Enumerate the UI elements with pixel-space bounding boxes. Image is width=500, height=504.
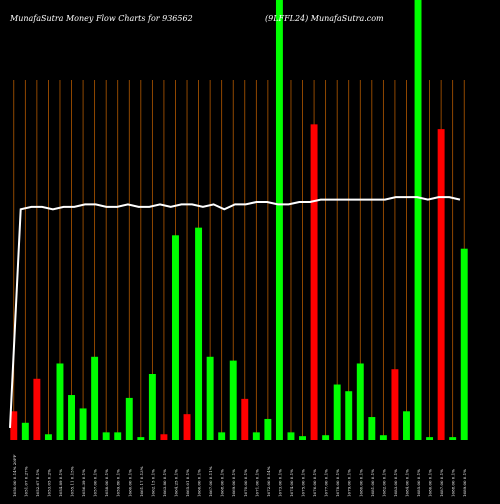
x-tick-label: 1651.07 0.27%	[23, 466, 28, 497]
x-tick-label: 1670.00 0.1%	[243, 469, 248, 497]
chart-bar	[391, 369, 399, 440]
x-tick-label: 1685.00 0.1%	[416, 469, 421, 497]
x-tick-label: 1672.00 0.14%	[266, 466, 271, 497]
chart-bar	[460, 248, 468, 440]
x-tick-label: 1659.80 0.1%	[116, 469, 121, 497]
x-tick-label: 1674.00 0.1%	[289, 469, 294, 497]
chart-title: MunafaSutra Money Flow Charts for 936562	[10, 14, 193, 23]
chart-bar	[44, 434, 52, 440]
chart-bar	[218, 432, 226, 440]
chart-bar	[322, 435, 330, 440]
chart-bar	[91, 356, 99, 440]
x-tick-label: 1687.00 0.1%	[439, 469, 444, 497]
chart-bar	[264, 418, 272, 440]
chart-bar	[125, 397, 133, 440]
chart-bar	[356, 363, 364, 440]
chart-bar	[287, 432, 295, 440]
chart-bar	[160, 434, 168, 440]
chart-bar	[437, 129, 445, 440]
x-tick-label: 1667.00 0.11%	[208, 466, 213, 497]
money-flow-line	[9, 196, 461, 428]
x-tick-label: 1668.00 0.1%	[220, 469, 225, 497]
x-tick-label: 1669.00 0.1%	[231, 469, 236, 497]
x-tick-label: 1657.00 0.1%	[93, 469, 98, 497]
x-tick-label: 1683.00 0.1%	[393, 469, 398, 497]
chart-bar	[229, 360, 237, 440]
x-tick-label: 1681.00 0.1%	[370, 469, 375, 497]
x-tick-label: 1671.00 0.1%	[254, 469, 259, 497]
chart-bar	[241, 398, 249, 440]
x-tick-label: 1688.00 0.1%	[451, 469, 456, 497]
x-tick-label: 1689.00 0.1%	[462, 469, 467, 497]
x-tick-label: 1658.00 0.1%	[104, 469, 109, 497]
x-tick-label: 1652.67 0.1%	[35, 469, 40, 497]
chart-bar	[102, 432, 110, 440]
x-tick-label: 1682.00 0.1%	[381, 469, 386, 497]
chart-bar	[79, 408, 87, 440]
x-tick-label: 1654.89 0.1%	[58, 469, 63, 497]
chart-bar	[275, 0, 283, 440]
chart-bar	[183, 414, 191, 440]
chart-bar	[310, 124, 318, 440]
chart-bar	[68, 395, 75, 440]
chart-bar	[206, 356, 214, 440]
chart-bar	[449, 437, 457, 440]
x-tick-label: 1664.25 0.1%	[173, 469, 178, 497]
chart-bar	[368, 417, 376, 440]
chart-bar	[10, 411, 18, 440]
chart-bar	[114, 432, 122, 440]
x-tick-label: 1653.05 0.2%	[46, 469, 51, 497]
x-tick-label: 1680.00 0.1%	[358, 469, 363, 497]
x-tick-label: 1661.17 0.13%	[139, 466, 144, 497]
x-tick-label: 1666.00 0.1%	[197, 469, 202, 497]
chart-bar	[148, 374, 156, 440]
chart-bar	[414, 0, 422, 440]
chart-bar	[21, 422, 29, 440]
chart-bar	[172, 235, 179, 440]
x-tick-label: 1676.00 0.1%	[312, 469, 317, 497]
chart-bar	[195, 227, 203, 440]
chart-bar	[33, 378, 41, 440]
x-tick-label: 1673.00 0.1%	[277, 469, 282, 497]
x-tick-label: 1655.11 0.15%	[70, 466, 75, 497]
chart-subtitle: (9LFFL24) MunafaSutra.com	[265, 14, 384, 23]
chart-bar	[403, 411, 410, 440]
x-tick-label: 1675.00 0.1%	[301, 469, 306, 497]
x-tick-label: 1650.00 0.14% 20FF	[12, 454, 17, 497]
x-tick-label: 1663.80 0.1%	[162, 469, 167, 497]
x-tick-label: 1656.39 0.1%	[81, 469, 86, 497]
x-tick-label: 1686.00 0.1%	[428, 469, 433, 497]
x-tick-label: 1679.00 0.1%	[347, 469, 352, 497]
x-tick-label: 1684.00 0.1%	[404, 469, 409, 497]
chart-bar	[137, 437, 145, 440]
x-tick-label: 1665.01 0.1%	[185, 469, 190, 497]
chart-bar	[379, 435, 387, 440]
chart-bar	[345, 391, 353, 440]
x-tick-label: 1677.00 0.1%	[324, 469, 329, 497]
chart-bar	[426, 437, 434, 440]
x-tick-label: 1678.00 0.1%	[335, 469, 340, 497]
x-tick-label: 1662.15 0.1%	[150, 469, 155, 497]
x-tick-label: 1660.00 0.1%	[127, 469, 132, 497]
chart-bar	[333, 384, 341, 440]
chart-bar	[56, 363, 64, 440]
chart-bar	[299, 436, 306, 440]
chart-bar	[252, 432, 260, 440]
